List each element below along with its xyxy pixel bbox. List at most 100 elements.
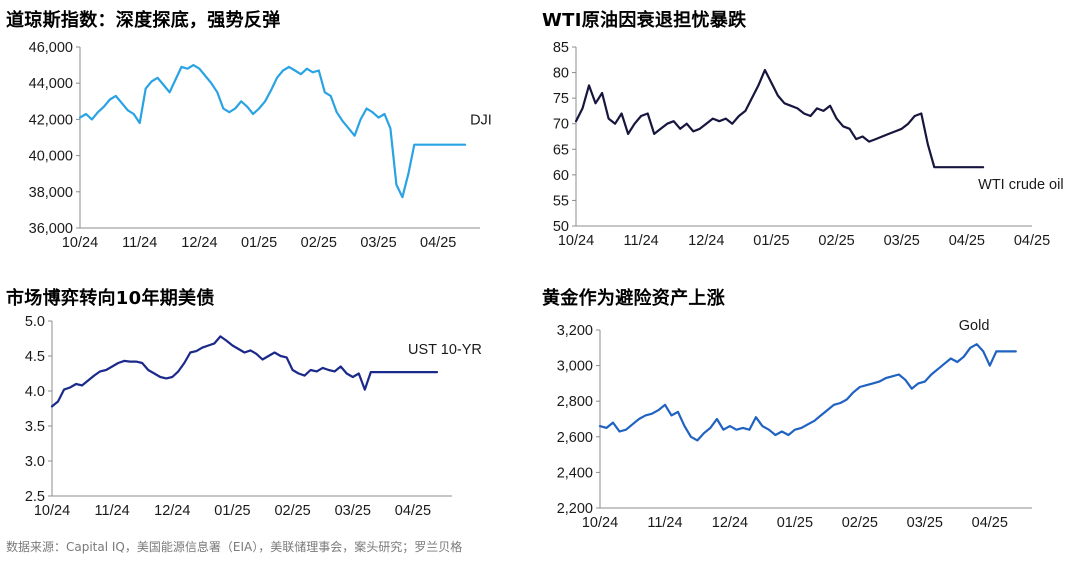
data-point [318,70,319,71]
data-point [436,372,437,373]
dji-line-chart: 36,000 38,000 40,000 42,000 44,000 46,000 10/2… [29,40,492,251]
data-point [304,375,305,376]
x-tick-label: 02/25 [842,515,878,531]
data-point [697,440,698,441]
data-point [69,387,70,388]
data-point [710,427,711,428]
data-point [418,372,419,373]
x-tick-label: 10/24 [582,515,618,531]
data-point [259,108,260,109]
data-point [582,108,583,109]
data-point [940,167,941,168]
data-point [595,103,596,104]
data-point [247,106,248,107]
x-tick-label: 03/25 [360,235,396,251]
data-point [693,131,694,132]
data-point [660,128,661,129]
data-point [384,113,385,114]
y-tick-label: 85 [553,40,569,56]
data-point [121,103,122,104]
data-point [211,83,212,84]
data-point [406,372,407,373]
data-point [615,123,616,124]
data-point [450,144,451,145]
data-point [764,69,765,70]
data-point [334,371,335,372]
series-line [50,335,439,408]
source-note: 数据来源：Capital IQ，美国能源信息署（EIA），美联储理事会，案头研究… [6,540,463,554]
data-point [608,118,609,119]
data-point [853,392,854,393]
data-point [441,144,442,145]
data-point [664,404,665,405]
data-point [202,347,203,348]
data-point [1009,351,1010,352]
data-point [163,84,164,85]
data-point [989,365,990,366]
data-point [394,372,395,373]
data-point [807,424,808,425]
data-point [963,356,964,357]
data-point [294,70,295,71]
data-point [288,66,289,67]
data-point [340,366,341,367]
data-point [145,88,146,89]
data-point [139,122,140,123]
data-point [859,386,860,387]
data-point [651,413,652,414]
x-tick-label: 10/24 [34,503,70,519]
y-tick-label: 2,600 [557,430,593,446]
data-point [300,74,301,75]
data-point [732,123,733,124]
series-line [78,63,467,199]
x-tick-label: 01/25 [777,515,813,531]
data-point [465,144,466,145]
data-point [232,345,233,346]
data-point [370,372,371,373]
data-point [892,376,893,377]
data-point [438,144,439,145]
data-point [151,81,152,82]
data-point [588,85,589,86]
data-point [324,92,325,93]
data-point [784,103,785,104]
data-point [833,404,834,405]
chart-title: 市场博弈转向10年期美债 [6,288,215,309]
data-point [699,128,700,129]
data-point [330,95,331,96]
x-tick-label: 02/25 [818,233,854,249]
y-tick-label: 40,000 [29,149,73,165]
data-point [872,383,873,384]
data-point [282,70,283,71]
data-point [336,112,337,113]
data-point [63,389,64,390]
data-point [178,371,179,372]
x-tick-label: 01/25 [214,503,250,519]
data-point [888,133,889,134]
data-point [157,77,158,78]
data-point [193,65,194,66]
data-point [921,113,922,114]
wti-line-chart: 50 55 60 65 70 75 80 85 10/24 11/24 12/24 01/25 02/2… [553,40,1064,249]
data-point [57,401,58,402]
data-point [127,110,128,111]
y-tick-label: 4.0 [25,384,45,400]
data-point [658,410,659,411]
data-point [148,369,149,370]
ust-line-chart: 2.5 3.0 3.5 4.0 4.5 5.0 10/24 11/24 12/24 01/25 02… [25,314,482,519]
data-point [214,343,215,344]
data-point [742,427,743,428]
series-label: UST 10-YR [408,342,482,358]
dji-chart-panel: 道琼斯指数：深度探底，强势反弹 36,000 38,000 40,000 42,000… [0,0,540,265]
data-point [810,115,811,116]
data-point [957,361,958,362]
data-point [862,136,863,137]
data-point [673,121,674,122]
data-point [983,167,984,168]
y-tick-label: 3.5 [25,419,45,435]
data-point [414,144,415,145]
y-tick-label: 60 [553,168,569,184]
series-label: WTI crude oil [978,177,1063,193]
data-point [606,427,607,428]
y-tick-label: 55 [553,193,569,209]
